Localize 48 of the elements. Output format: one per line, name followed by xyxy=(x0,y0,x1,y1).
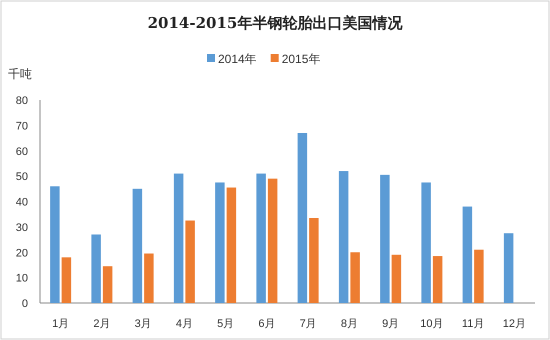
legend-label: 2015年 xyxy=(282,52,320,66)
bar xyxy=(102,266,112,303)
bar xyxy=(421,182,431,303)
bar xyxy=(380,174,390,303)
bar xyxy=(174,174,184,303)
chart-title: 2014-2015年半钢轮胎出口美国情况 xyxy=(148,14,404,32)
y-tick-label: 40 xyxy=(16,196,28,208)
bar xyxy=(50,186,60,303)
x-tick-label: 12月 xyxy=(502,318,526,330)
y-tick-label: 10 xyxy=(16,272,28,285)
bar xyxy=(432,256,442,303)
y-tick-label: 70 xyxy=(16,120,28,132)
bar xyxy=(226,188,236,303)
x-tick-label: 1月 xyxy=(52,318,70,330)
bar xyxy=(338,171,348,303)
y-tick-label: 20 xyxy=(16,247,28,260)
x-tick-label: 3月 xyxy=(134,318,152,330)
bar xyxy=(504,233,514,303)
x-tick-label: 4月 xyxy=(176,318,193,330)
x-tick-label: 10月 xyxy=(420,318,444,330)
x-tick-label: 11月 xyxy=(462,318,484,330)
x-tick-label: 9月 xyxy=(382,318,400,330)
y-tick-label: 50 xyxy=(16,171,28,184)
bar xyxy=(215,182,225,303)
bar xyxy=(144,254,154,303)
bar xyxy=(132,188,142,303)
legend-label: 2014年 xyxy=(218,52,257,66)
y-tick-label: 80 xyxy=(16,95,28,107)
bar xyxy=(185,220,195,303)
bar xyxy=(474,250,484,303)
y-tick-label: 0 xyxy=(22,298,28,310)
bar xyxy=(350,252,360,303)
bar xyxy=(256,174,266,303)
bar xyxy=(62,257,72,303)
y-tick-label: 30 xyxy=(16,222,28,234)
bar xyxy=(91,234,101,303)
bar xyxy=(309,218,319,303)
bar xyxy=(392,254,402,303)
bar xyxy=(462,206,472,303)
x-tick-label: 6月 xyxy=(258,318,276,330)
bar xyxy=(268,178,278,303)
x-tick-label: 5月 xyxy=(217,318,234,330)
bar xyxy=(298,132,308,303)
x-tick-label: 7月 xyxy=(300,318,317,330)
x-tick-label: 8月 xyxy=(340,318,358,330)
y-axis-title: 千吨 xyxy=(8,67,32,81)
y-tick-label: 60 xyxy=(16,146,28,158)
x-tick-label: 2月 xyxy=(93,318,110,330)
